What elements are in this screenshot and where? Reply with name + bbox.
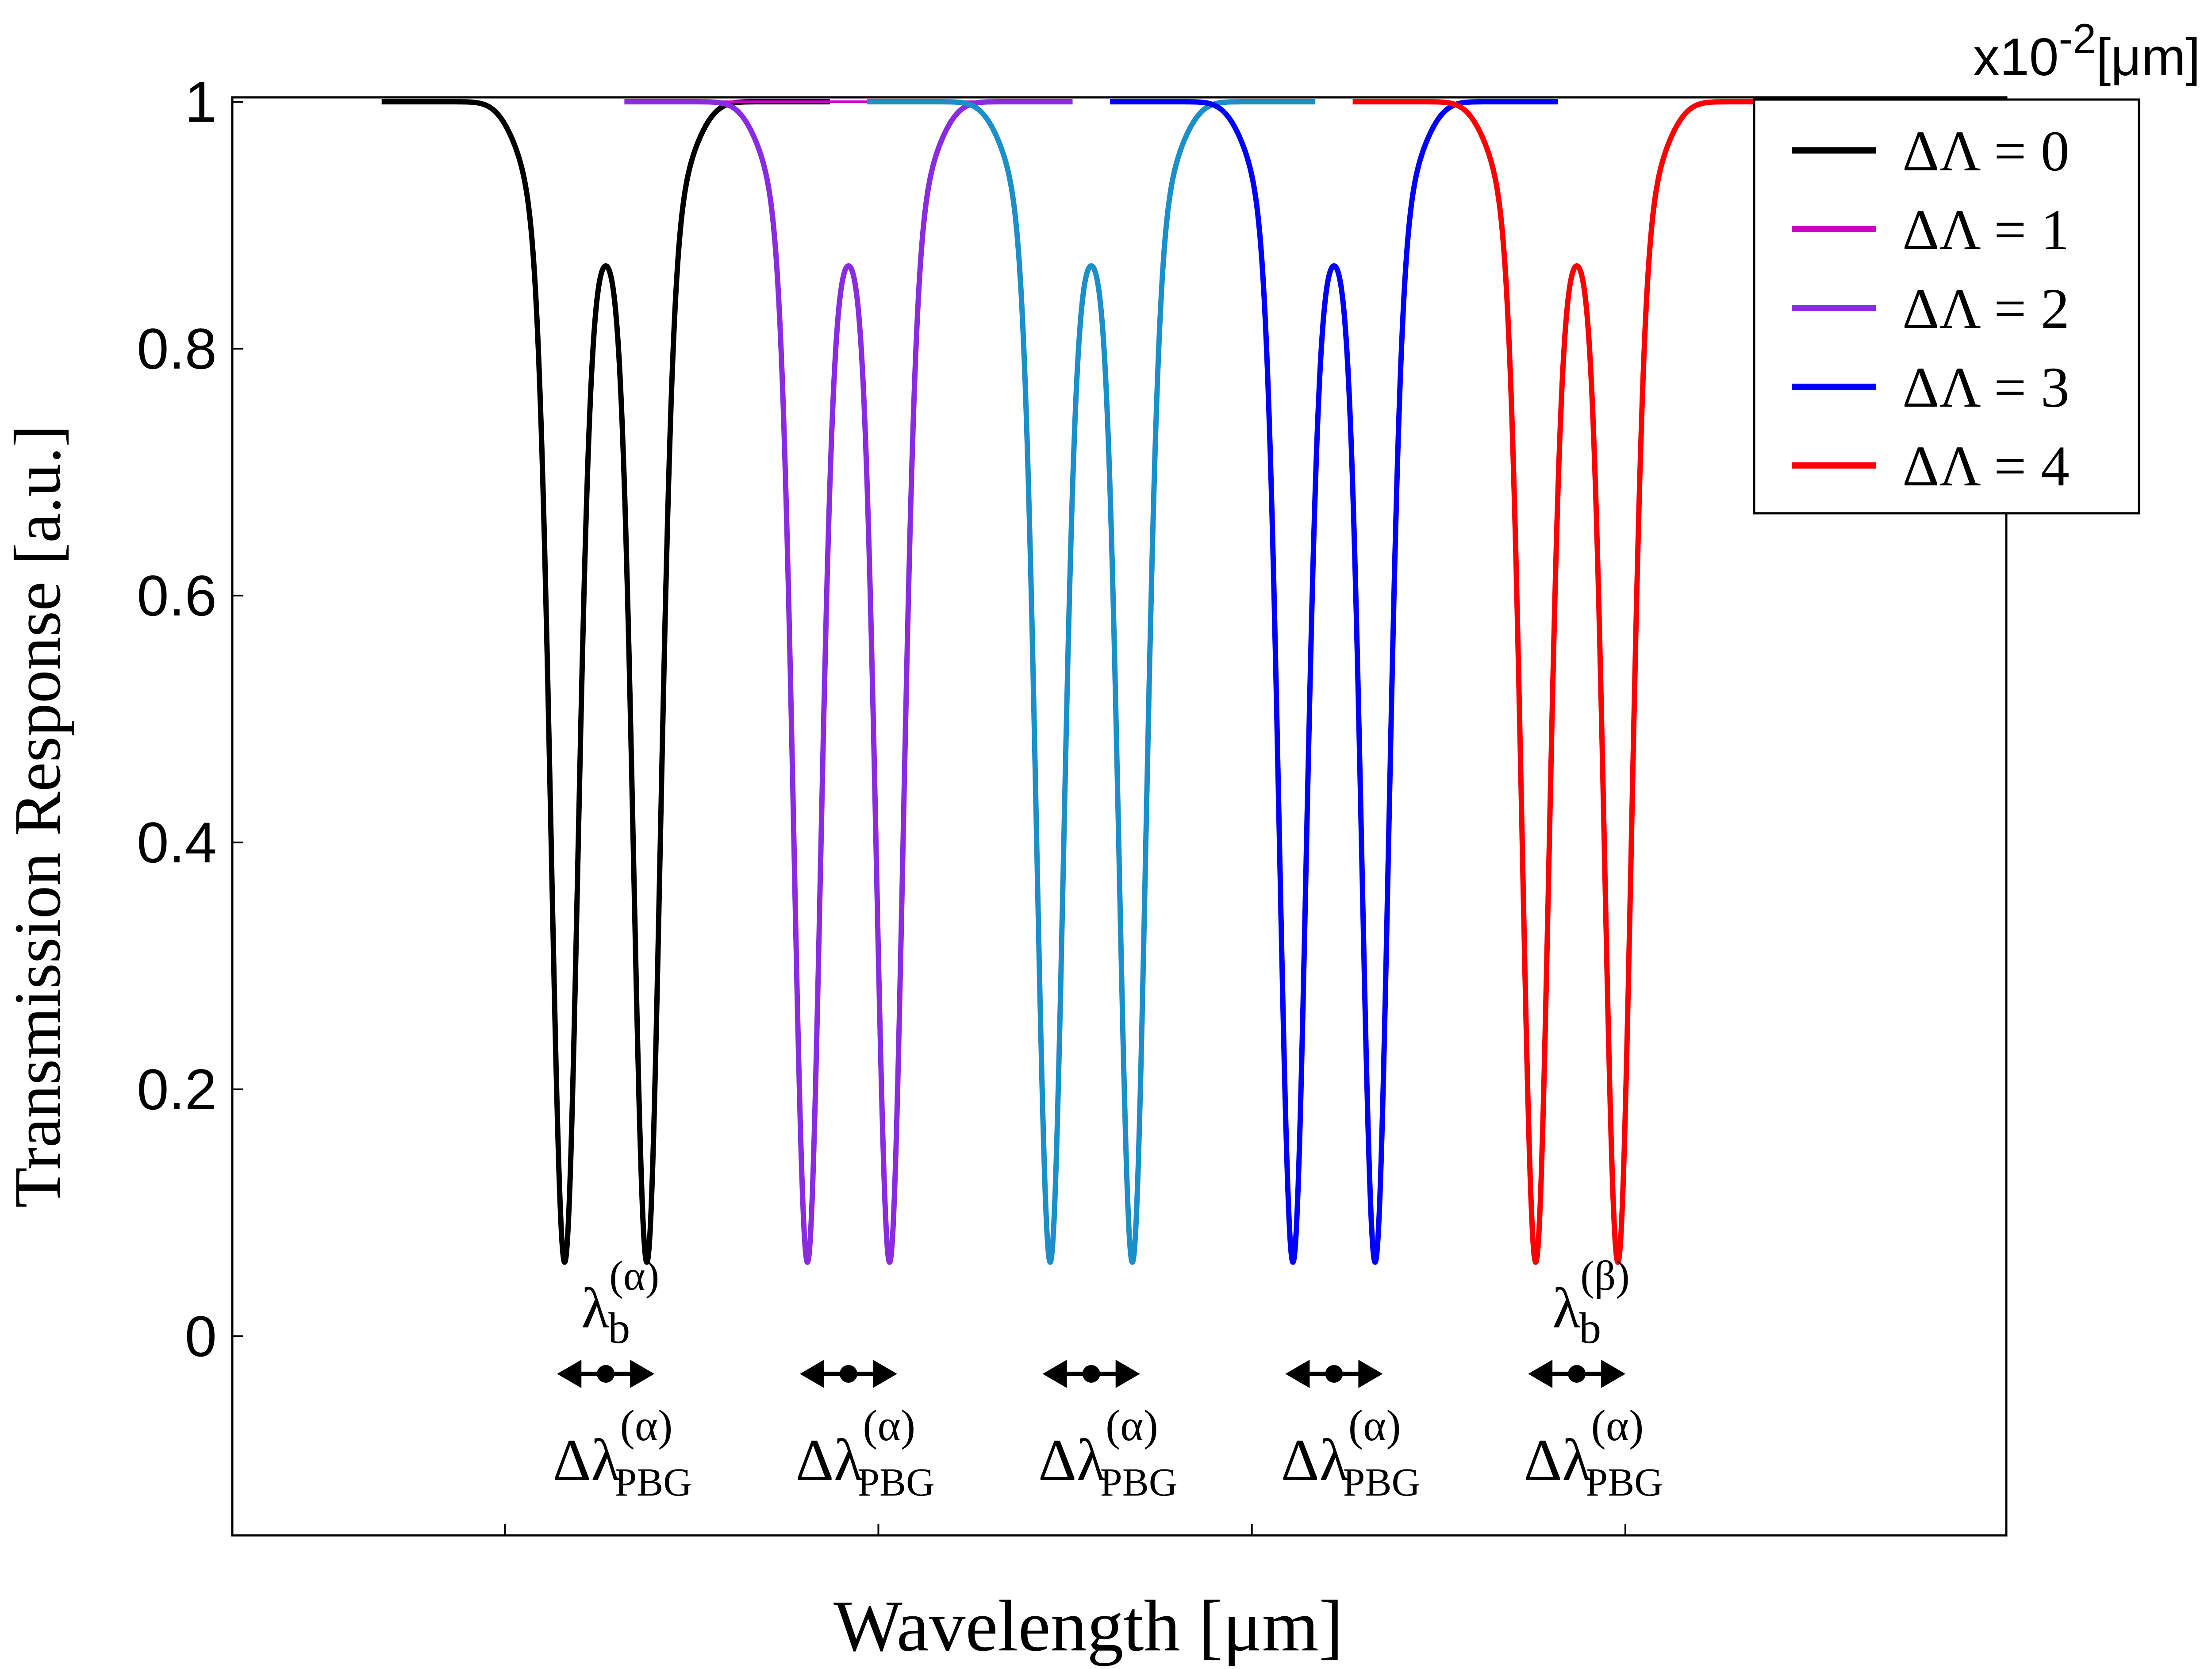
series-line xyxy=(1350,99,1803,1265)
legend-items: ΔΛ = 0 ΔΛ = 1 ΔΛ = 2 ΔΛ = 3 ΔΛ = 4 xyxy=(1792,119,2070,498)
y-tick-label: 0.4 xyxy=(137,810,217,875)
pbg-arrow-center-dot xyxy=(597,1365,615,1383)
pbg-arrow-center-dot xyxy=(1568,1365,1586,1383)
x-scale-factor: x10-2[μm] xyxy=(1973,15,2200,87)
pbg-arrow-center-dot xyxy=(1082,1365,1100,1383)
lambda-b-base: λ xyxy=(1552,1277,1580,1340)
pbg-label: Δλ(α) PBG xyxy=(1524,1401,1663,1504)
legend-label: ΔΛ = 3 xyxy=(1902,356,2070,419)
pbg-label-sub: PBG xyxy=(614,1461,692,1504)
pbg-label-sup: (α) xyxy=(863,1401,915,1450)
y-tick-label: 0 xyxy=(185,1304,217,1369)
y-tick-label: 1 xyxy=(185,69,217,134)
x-scale-base: x10 xyxy=(1973,27,2058,87)
pbg-arrow-left-head xyxy=(557,1360,582,1388)
series-line xyxy=(379,99,832,1265)
series-line xyxy=(1107,99,1561,1265)
series-line xyxy=(622,99,1075,1265)
pbg-label-sub: PBG xyxy=(1586,1461,1663,1504)
pbg-label-base: Δλ xyxy=(553,1427,620,1493)
lambda-b-sub: b xyxy=(608,1304,630,1353)
pbg-label-sub: PBG xyxy=(1100,1461,1178,1504)
pbg-arrow-center-dot xyxy=(1325,1365,1343,1383)
pbg-label-sup: (α) xyxy=(1591,1401,1644,1450)
y-axis-label: Transmission Response [a.u.] xyxy=(1,425,74,1208)
lambda-b-label: λ(β) b xyxy=(1552,1252,1630,1353)
series-curves xyxy=(379,99,1803,1265)
y-axis-ticks: 0 0.2 0.4 0.6 0.8 1 xyxy=(137,69,243,1369)
pbg-label: Δλ(α) PBG xyxy=(1281,1401,1420,1504)
lambda-b-label: λ(α) b xyxy=(581,1252,659,1353)
legend: ΔΛ = 0 ΔΛ = 1 ΔΛ = 2 ΔΛ = 3 ΔΛ = 4 xyxy=(1753,98,2140,515)
pbg-arrow-right-head xyxy=(630,1360,655,1388)
pbg-arrow-right-head xyxy=(1358,1360,1383,1388)
pbg-arrow-right-head xyxy=(872,1360,897,1388)
pbg-arrow-left-head xyxy=(1285,1360,1310,1388)
lambda-b-sup: (α) xyxy=(609,1252,659,1299)
lambda-b-sub: b xyxy=(1579,1304,1601,1353)
pbg-arrow-right-head xyxy=(1601,1360,1626,1388)
pbg-label: Δλ(α) PBG xyxy=(795,1401,935,1504)
y-tick-label: 0.2 xyxy=(137,1057,217,1122)
pbg-label-sub: PBG xyxy=(857,1461,935,1504)
pbg-label: Δλ(α) PBG xyxy=(1038,1401,1178,1504)
pbg-label: Δλ(α) PBG xyxy=(553,1401,692,1504)
pbg-arrow-left-head xyxy=(1528,1360,1553,1388)
x-scale-unit: [μm] xyxy=(2096,27,2200,87)
plot-frame xyxy=(231,96,2008,1537)
legend-label: ΔΛ = 1 xyxy=(1902,198,2070,262)
y-tick-label: 0.8 xyxy=(137,316,217,381)
pbg-arrow-right-head xyxy=(1115,1360,1140,1388)
pbg-label-sup: (α) xyxy=(1106,1401,1158,1450)
pbg-label-base: Δλ xyxy=(795,1427,863,1493)
x-axis-ticks xyxy=(504,1524,1626,1535)
pbg-arrow-left-head xyxy=(1042,1360,1067,1388)
pbg-arrow-left-head xyxy=(799,1360,824,1388)
legend-label: ΔΛ = 0 xyxy=(1902,119,2070,183)
legend-label: ΔΛ = 4 xyxy=(1902,435,2070,498)
pbg-label-sup: (α) xyxy=(1348,1401,1401,1450)
pbg-label-sup: (α) xyxy=(620,1401,672,1450)
pbg-arrow-center-dot xyxy=(839,1365,857,1383)
pbg-label-sub: PBG xyxy=(1343,1461,1420,1504)
series-line xyxy=(865,99,1318,1265)
x-axis-label: Wavelength [μm] xyxy=(833,1585,1343,1666)
lambda-b-base: λ xyxy=(581,1277,609,1340)
pbg-label-base: Δλ xyxy=(1281,1427,1348,1493)
legend-label: ΔΛ = 2 xyxy=(1902,277,2070,341)
pbg-label-base: Δλ xyxy=(1038,1427,1106,1493)
pbg-label-base: Δλ xyxy=(1524,1427,1591,1493)
x-scale-exponent: -2 xyxy=(2058,15,2096,62)
y-tick-label: 0.6 xyxy=(137,563,217,628)
annotations: Δλ(α) PBG Δλ(α) PBG Δλ(α) PBG Δλ(α) PBG Δλ(α) PBG… xyxy=(553,1252,1663,1504)
lambda-b-sup: (β) xyxy=(1580,1252,1630,1299)
